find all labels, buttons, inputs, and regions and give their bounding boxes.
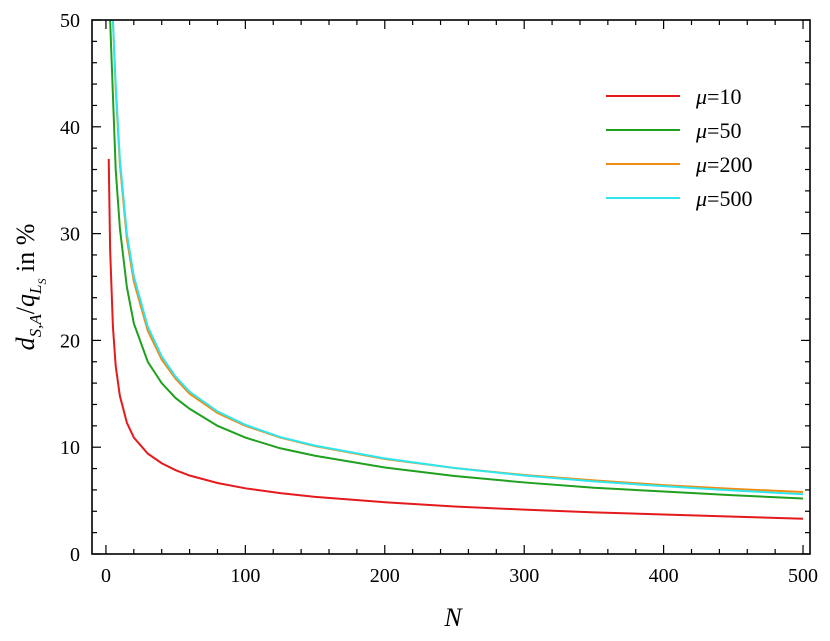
x-axis-title: N (443, 603, 463, 632)
x-tick-label: 300 (509, 565, 539, 587)
legend: μ=10 μ=50 μ=200 μ=500 (606, 84, 752, 211)
x-tick-label: 0 (101, 565, 111, 587)
series-layer (107, 20, 804, 520)
y-tick-label: 30 (60, 224, 80, 246)
legend-label-0: μ=10 (695, 84, 741, 109)
y-tick-label: 20 (60, 330, 80, 352)
x-tick-label: 400 (649, 565, 679, 587)
plot-frame (91, 19, 811, 555)
legend-label-3: μ=500 (695, 186, 752, 211)
y-tick-label: 40 (60, 117, 80, 139)
y-tick-label: 10 (60, 437, 80, 459)
y-axis-title: dS,A/qLS in % (11, 224, 49, 351)
series-line-1 (108, 20, 804, 500)
ticks-layer: 0 100 200 300 400 500 0 10 20 30 40 50 (60, 10, 818, 587)
legend-label-1: μ=50 (695, 118, 741, 143)
legend-label-2: μ=200 (695, 152, 752, 177)
series-line-0 (107, 158, 804, 520)
x-tick-label: 200 (370, 565, 400, 587)
y-tick-label: 0 (70, 544, 80, 566)
x-tick-label: 100 (230, 565, 260, 587)
y-tick-label: 50 (60, 10, 80, 32)
series-line-3 (108, 20, 804, 496)
y-axis-title-text: dS,A/qLS in % (11, 224, 49, 351)
x-tick-label: 500 (788, 565, 818, 587)
